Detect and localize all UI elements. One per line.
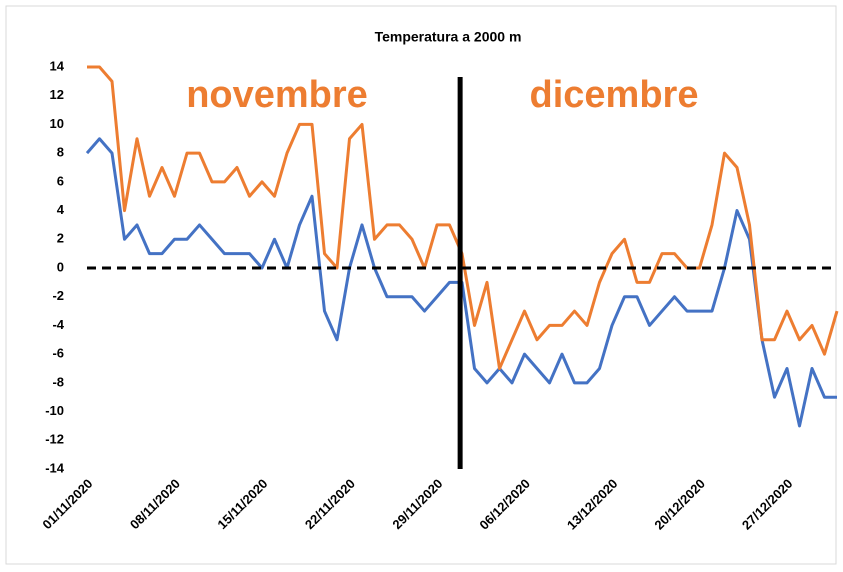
y-tick-label: 2 <box>57 231 64 246</box>
y-tick-label: -8 <box>52 374 64 389</box>
chart-title: Temperatura a 2000 m <box>375 29 522 45</box>
y-tick-label: 10 <box>50 116 64 131</box>
y-tick-label: -4 <box>52 317 64 332</box>
y-tick-label: 6 <box>57 173 64 188</box>
chart-frame <box>5 5 837 565</box>
y-tick-label: -10 <box>45 403 64 418</box>
y-tick-label: 12 <box>50 87 64 102</box>
y-tick-label: 4 <box>57 202 65 217</box>
y-tick-label: -6 <box>52 346 64 361</box>
y-tick-label: -12 <box>45 432 64 447</box>
y-tick-label: -14 <box>45 460 65 475</box>
y-tick-label: 0 <box>57 259 64 274</box>
annotation: dicembre <box>530 74 699 116</box>
y-tick-label: 8 <box>57 145 64 160</box>
y-tick-label: -2 <box>52 288 64 303</box>
y-tick-label: 14 <box>50 58 65 73</box>
annotation: novembre <box>186 74 368 116</box>
